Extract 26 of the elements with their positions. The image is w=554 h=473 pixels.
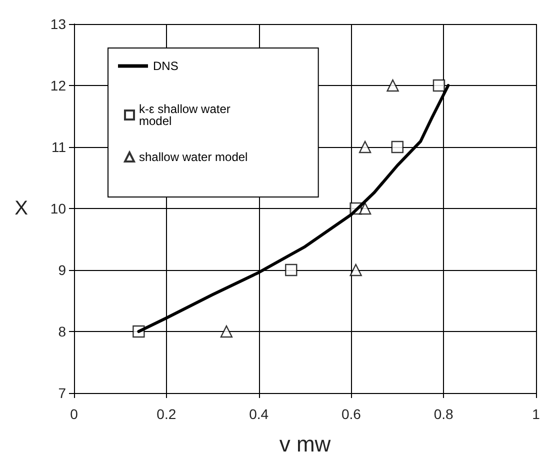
point — [391, 140, 404, 154]
point — [220, 325, 233, 338]
x-tick-label: 0.6 — [341, 406, 362, 422]
y-tick-label: 11 — [51, 139, 66, 155]
x-tick-label: 0 — [70, 406, 78, 422]
point — [386, 79, 399, 92]
legend-label: shallow water model — [139, 150, 248, 164]
y-tick-label: 13 — [50, 16, 66, 32]
point — [350, 264, 362, 276]
y-tick-label: 8 — [58, 324, 66, 340]
x-tick-label: 1 — [532, 406, 540, 422]
point — [358, 140, 372, 154]
legend-label: DNS — [153, 59, 178, 73]
point — [285, 264, 298, 276]
y-tick-label: 7 — [58, 385, 66, 401]
legend-label: k-ε shallow water model — [139, 102, 230, 128]
x-axis-title: v mw — [279, 432, 331, 456]
y-axis-title: X — [14, 198, 28, 220]
point — [432, 79, 446, 92]
x-tick-label: 0.2 — [156, 406, 176, 422]
x-tick-label: 0.4 — [249, 406, 269, 422]
point — [358, 202, 372, 215]
y-tick-label: 12 — [50, 78, 66, 94]
x-tick-label: 0.8 — [434, 406, 454, 422]
y-tick-label: 9 — [58, 262, 66, 278]
y-tick-label: 10 — [50, 200, 66, 216]
